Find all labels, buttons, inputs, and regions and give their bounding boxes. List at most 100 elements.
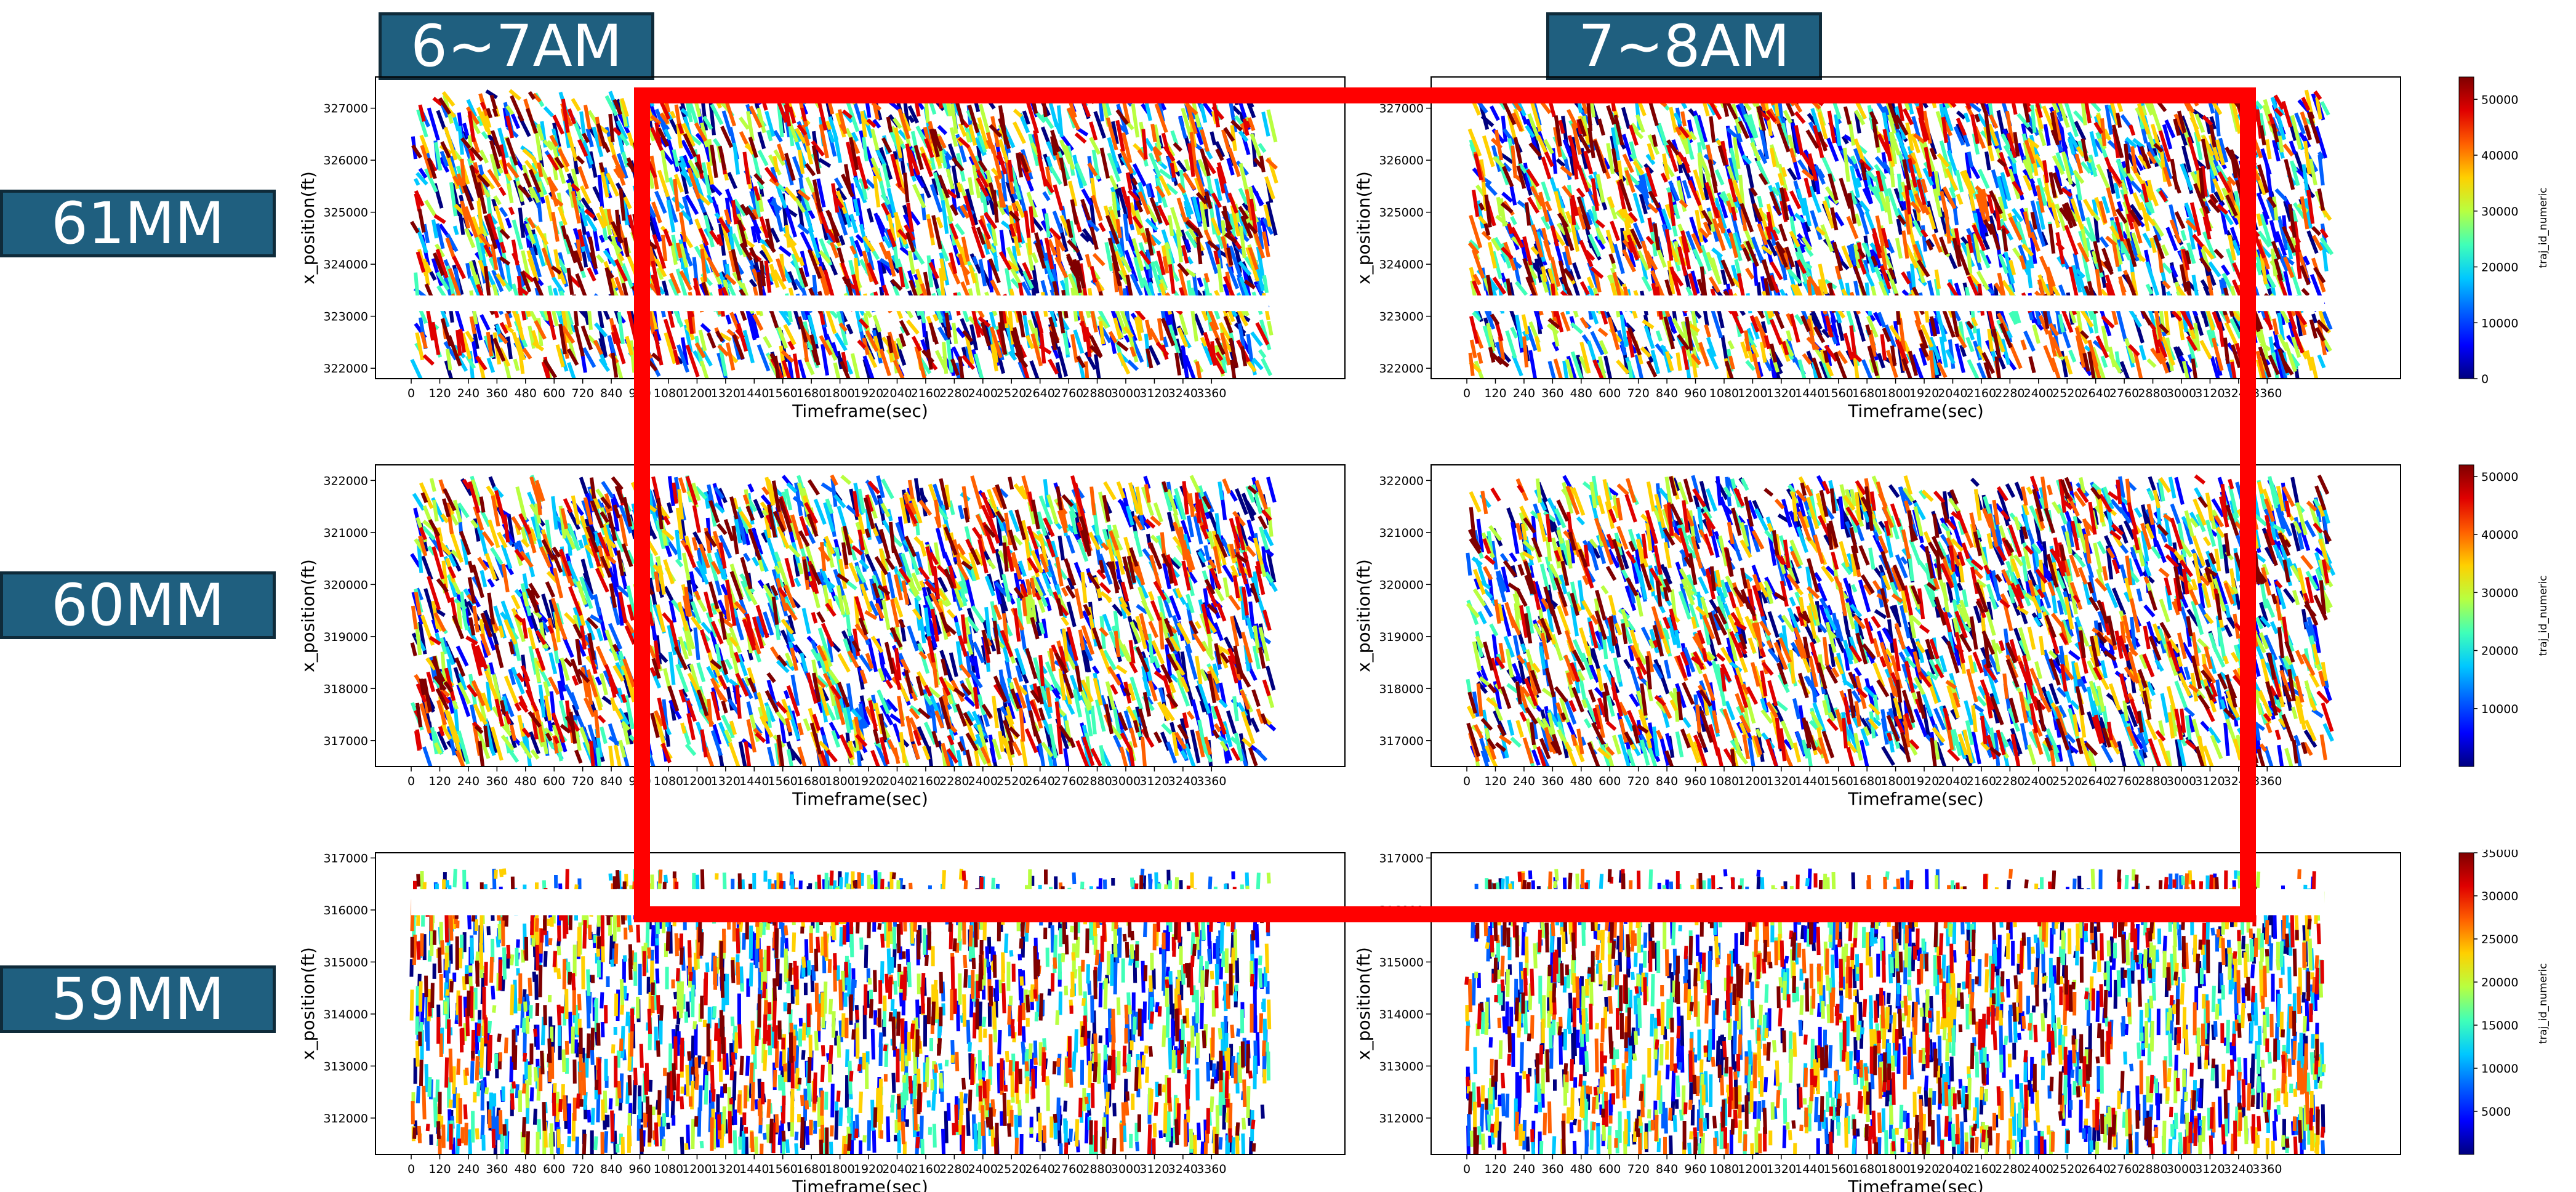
y-tick-label: 316000: [1379, 904, 1424, 917]
x-tick-label: 2280: [939, 1162, 969, 1176]
y-tick-label: 317000: [323, 852, 368, 865]
x-tick-label: 0: [1463, 775, 1471, 788]
x-tick-label: 2400: [968, 1162, 998, 1176]
y-tick-label: 315000: [323, 956, 368, 969]
x-tick-label: 1680: [1852, 775, 1882, 788]
x-tick-label: 1080: [1709, 387, 1739, 400]
x-tick-label: 2520: [997, 775, 1026, 788]
x-tick-label: 120: [1484, 775, 1506, 788]
x-tick-label: 120: [428, 775, 451, 788]
x-axis-label: Timeframe(sec): [792, 789, 928, 809]
x-tick-label: 1080: [654, 775, 683, 788]
x-tick-label: 3120: [1139, 387, 1169, 400]
x-tick-label: 960: [628, 775, 651, 788]
x-tick-label: 480: [515, 775, 537, 788]
x-tick-label: 3000: [1111, 775, 1141, 788]
y-tick-label: 316000: [323, 904, 368, 917]
x-tick-label: 720: [572, 387, 594, 400]
colorbar-tick-label: 30000: [2481, 890, 2518, 903]
x-tick-label: 3240: [2224, 387, 2253, 400]
x-tick-label: 240: [457, 775, 479, 788]
x-tick-label: 3120: [2195, 1162, 2225, 1176]
y-tick-label: 312000: [1379, 1112, 1424, 1126]
x-tick-label: 2520: [997, 387, 1026, 400]
trajectory-layer: [409, 868, 1272, 1154]
x-tick-label: 2880: [1082, 775, 1112, 788]
x-tick-label: 1320: [711, 775, 740, 788]
y-tick-label: 324000: [1379, 258, 1424, 272]
y-axis-label: x_position(ft): [298, 559, 318, 672]
x-tick-label: 600: [543, 1162, 565, 1176]
colorbar-tick-label: 25000: [2481, 933, 2518, 946]
x-tick-label: 1200: [682, 387, 712, 400]
x-tick-label: 1320: [1767, 1162, 1796, 1176]
x-tick-label: 3000: [2167, 775, 2196, 788]
x-tick-label: 1680: [796, 1162, 826, 1176]
x-tick-label: 1800: [825, 387, 854, 400]
x-tick-label: 1800: [825, 775, 854, 788]
colorbar-tick-label: 30000: [2481, 205, 2518, 219]
trajectory-layer: [410, 89, 1278, 379]
x-tick-label: 2040: [1938, 1162, 1967, 1176]
x-tick-label: 1440: [739, 1162, 769, 1176]
x-tick-label: 960: [628, 1162, 651, 1176]
chart-59mm-7-8am: 0 120 240 360 480 600 720 840 960 108012001320144…: [1354, 850, 2550, 1192]
x-tick-label: 2400: [2024, 387, 2053, 400]
x-tick-label: 360: [1541, 775, 1563, 788]
x-tick-label: 2880: [2138, 387, 2167, 400]
colorbar-label: traj_id_numeric: [2537, 576, 2550, 656]
trajectory-layer: [1464, 868, 2326, 1154]
y-tick-label: 324000: [323, 258, 368, 272]
x-tick-label: 120: [428, 1162, 451, 1176]
x-tick-label: 600: [543, 387, 565, 400]
x-tick-label: 1680: [796, 387, 826, 400]
x-tick-label: 2400: [968, 387, 998, 400]
y-tick-label: 322000: [323, 474, 368, 488]
x-tick-label: 120: [1484, 1162, 1506, 1176]
x-tick-label: 1560: [768, 775, 798, 788]
x-tick-label: 3240: [2224, 1162, 2253, 1176]
x-tick-label: 1080: [654, 1162, 683, 1176]
x-tick-label: 1560: [1824, 775, 1853, 788]
colorbar-tick-label: 10000: [2481, 1062, 2518, 1076]
colorbar: [2458, 852, 2474, 1155]
x-tick-label: 840: [1656, 387, 1678, 400]
x-tick-label: 1080: [1709, 1162, 1739, 1176]
y-tick-label: 317000: [1379, 735, 1424, 748]
y-tick-label: 320000: [1379, 578, 1424, 592]
y-tick-label: 323000: [1379, 310, 1424, 324]
x-tick-label: 3240: [2224, 775, 2253, 788]
x-tick-label: 2040: [1938, 775, 1967, 788]
y-tick-label: 323000: [323, 310, 368, 324]
x-tick-label: 3000: [1111, 387, 1141, 400]
y-tick-label: 325000: [323, 206, 368, 220]
x-tick-label: 1560: [768, 1162, 798, 1176]
x-tick-label: 2160: [911, 775, 941, 788]
x-tick-label: 2880: [1082, 387, 1112, 400]
x-tick-label: 2760: [1054, 1162, 1083, 1176]
colorbar-tick-label: 20000: [2481, 645, 2518, 658]
y-tick-label: 313000: [1379, 1060, 1424, 1073]
x-tick-label: 1800: [1880, 1162, 1910, 1176]
x-tick-label: 1200: [1738, 775, 1767, 788]
x-tick-label: 480: [1570, 1162, 1592, 1176]
y-axis-label: x_position(ft): [298, 171, 318, 284]
x-tick-label: 1920: [1909, 775, 1939, 788]
x-tick-label: 2160: [1967, 1162, 1996, 1176]
colorbar-tick-label: 20000: [2481, 261, 2518, 275]
x-tick-label: 240: [1513, 1162, 1535, 1176]
x-tick-label: 3360: [2252, 1162, 2282, 1176]
x-tick-label: 2880: [2138, 775, 2167, 788]
colorbar-tick-label: 50000: [2481, 93, 2518, 107]
colorbar-tick-label: 15000: [2481, 1019, 2518, 1033]
x-axis-label: Timeframe(sec): [1847, 1177, 1984, 1192]
x-tick-label: 3000: [2167, 387, 2196, 400]
x-tick-label: 360: [486, 775, 508, 788]
data-gap: [1467, 889, 2325, 916]
x-tick-label: 3240: [1168, 775, 1198, 788]
x-tick-label: 3120: [1139, 1162, 1169, 1176]
y-axis-label: x_position(ft): [1354, 171, 1374, 284]
x-tick-label: 2880: [1082, 1162, 1112, 1176]
x-tick-label: 240: [457, 387, 479, 400]
x-tick-label: 2520: [997, 1162, 1026, 1176]
